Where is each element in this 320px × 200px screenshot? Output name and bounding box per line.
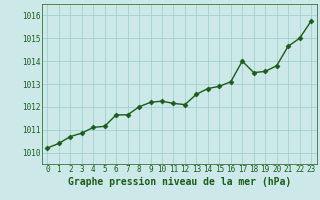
X-axis label: Graphe pression niveau de la mer (hPa): Graphe pression niveau de la mer (hPa)	[68, 177, 291, 187]
